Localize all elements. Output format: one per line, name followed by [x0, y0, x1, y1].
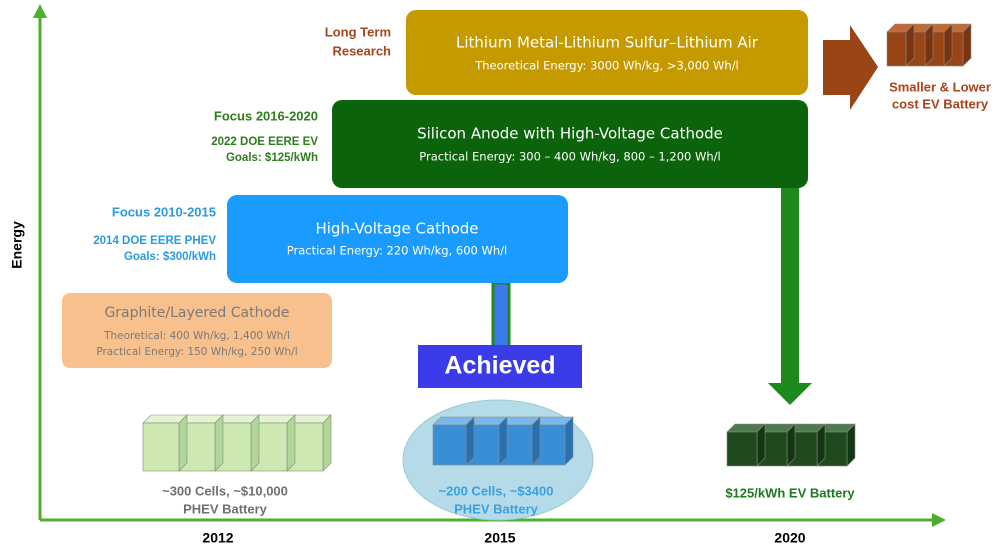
- goals-label: Goals: $300/kWh: [124, 251, 216, 263]
- arrow: [823, 25, 878, 110]
- y-label: Energy: [9, 221, 25, 269]
- x-label: 2015: [484, 530, 515, 546]
- box-text: Practical Energy: 220 Wh/kg, 600 Wh/l: [287, 244, 507, 258]
- box-title: Lithium Metal-Lithium Sulfur–Lithium Air: [456, 34, 759, 52]
- arrow: [781, 185, 799, 385]
- box-title: High-Voltage Cathode: [315, 220, 478, 238]
- battery-label: $125/kWh EV Battery: [725, 485, 855, 500]
- goals-label: 2022 DOE EERE EV: [211, 136, 318, 148]
- battery-cell: [887, 32, 906, 66]
- box: [332, 100, 808, 188]
- focus-label: Research: [332, 43, 391, 58]
- arrow: [768, 383, 812, 405]
- battery-cell: [532, 417, 540, 465]
- battery-cell: [323, 415, 331, 471]
- battery-cell: [499, 417, 507, 465]
- battery-cell: [727, 432, 757, 466]
- battery-label: PHEV Battery: [454, 501, 539, 516]
- x-axis-arrow: [932, 513, 946, 527]
- box-title: Silicon Anode with High-Voltage Cathode: [417, 125, 723, 143]
- goals-label: 2014 DOE EERE PHEV: [93, 235, 216, 247]
- box-text: Practical Energy: 150 Wh/kg, 250 Wh/l: [96, 346, 297, 358]
- battery-label: Smaller & Lower: [889, 79, 991, 94]
- focus-label: Focus 2010-2015: [112, 204, 216, 219]
- badge-text: Achieved: [444, 352, 555, 380]
- x-label: 2020: [774, 530, 805, 546]
- battery-cell: [565, 417, 573, 465]
- goals-label: Goals: $125/kWh: [226, 152, 318, 164]
- box-title: Graphite/Layered Cathode: [104, 305, 289, 321]
- battery-label: ~300 Cells, ~$10,000: [162, 483, 288, 498]
- battery-cell: [179, 415, 187, 471]
- battery-cell: [143, 423, 179, 471]
- box: [227, 195, 568, 283]
- battery-label: cost EV Battery: [892, 96, 989, 111]
- box-text: Practical Energy: 300 – 400 Wh/kg, 800 –…: [419, 150, 720, 164]
- y-axis-arrow: [33, 4, 47, 18]
- box: [406, 10, 808, 95]
- battery-cell: [287, 415, 295, 471]
- battery-cell: [433, 425, 466, 465]
- battery-cell: [466, 417, 474, 465]
- x-label: 2012: [202, 530, 233, 546]
- battery-label: PHEV Battery: [183, 501, 268, 516]
- box-text: Theoretical: 400 Wh/kg, 1,400 Wh/l: [103, 330, 290, 342]
- focus-label: Focus 2016-2020: [214, 108, 318, 123]
- diagram: Energy 2012 2015 2020 Lithium Metal-Lith…: [0, 0, 1005, 551]
- battery-cell: [215, 415, 223, 471]
- focus-label: Long Term: [325, 24, 391, 39]
- box-text: Theoretical Energy: 3000 Wh/kg, >3,000 W…: [474, 59, 739, 73]
- battery-label: ~200 Cells, ~$3400: [439, 483, 554, 498]
- battery-cell: [251, 415, 259, 471]
